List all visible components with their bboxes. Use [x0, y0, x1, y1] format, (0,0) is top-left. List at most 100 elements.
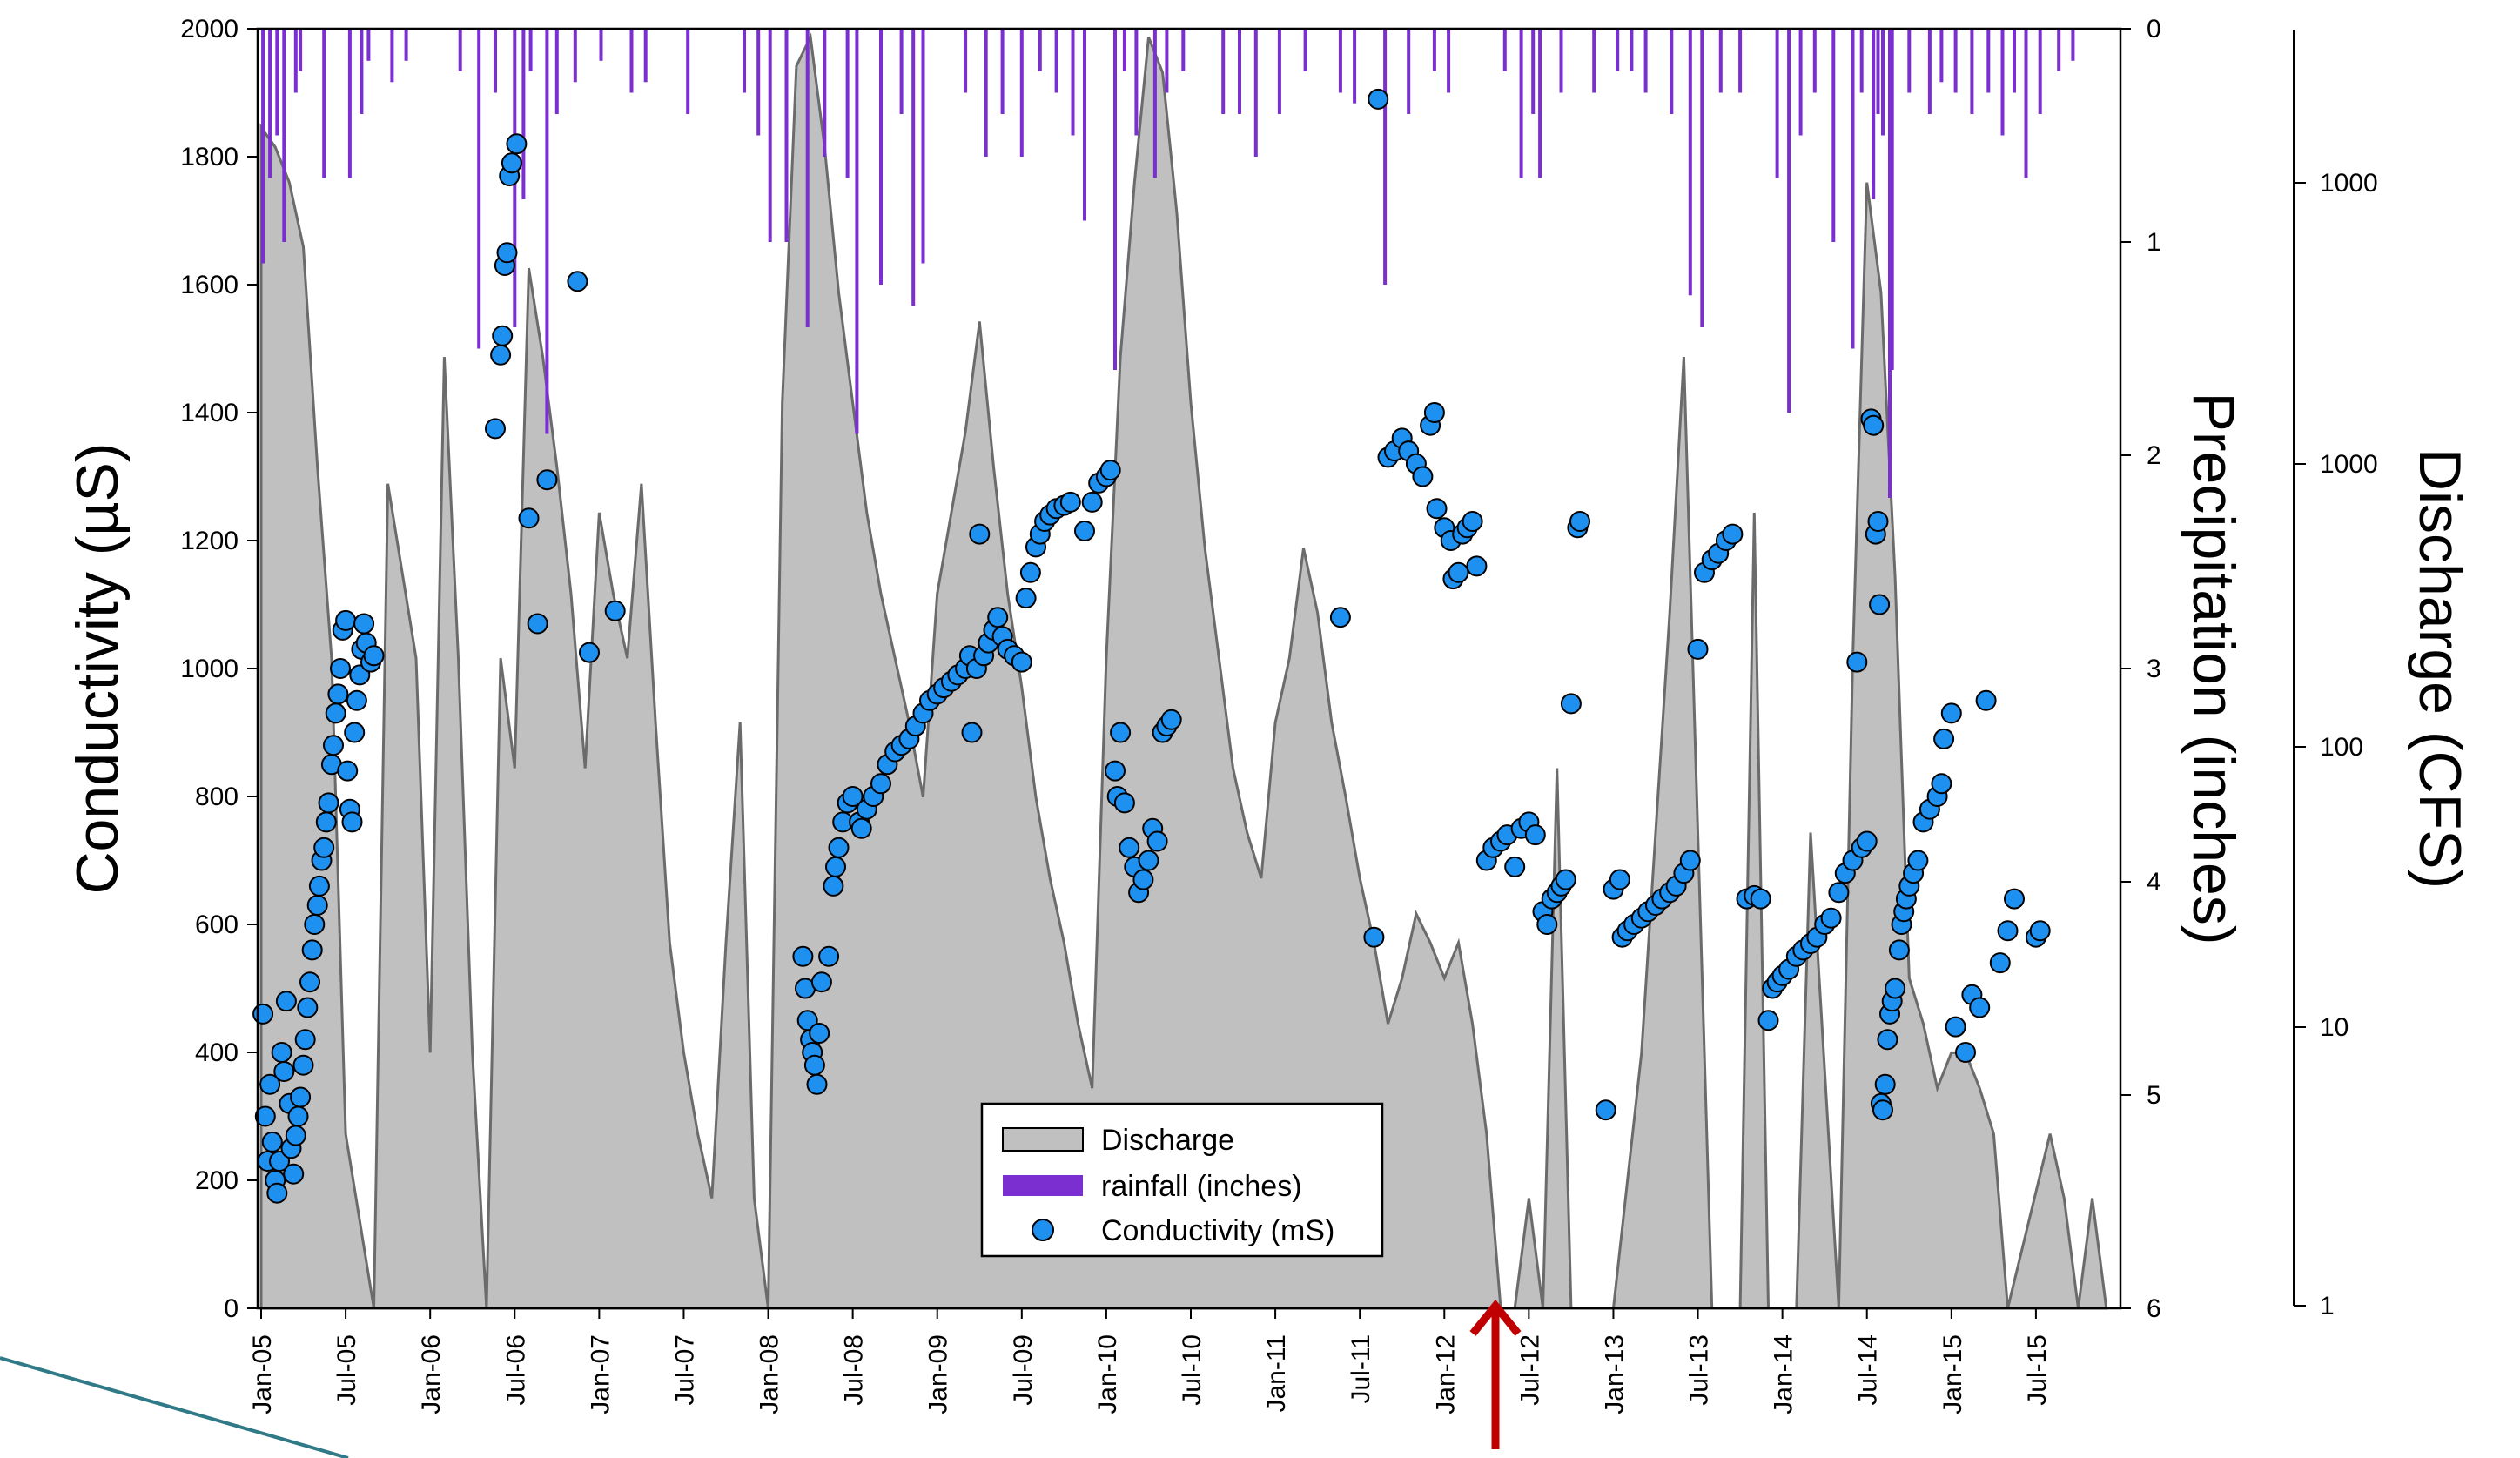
y-right-tick-label: 0 — [2147, 15, 2161, 44]
rainfall-bar — [1798, 29, 1803, 136]
conductivity-point — [969, 523, 991, 545]
conductivity-point — [261, 1131, 283, 1152]
rainfall-bar — [404, 29, 408, 61]
rainfall-bar — [1054, 29, 1058, 93]
conductivity-point — [1945, 1016, 1966, 1038]
rainfall-bar — [1071, 29, 1075, 136]
x-tick-label: Jul-13 — [1685, 1334, 1714, 1406]
legend-discharge-label: Discharge — [1101, 1124, 1234, 1157]
rainfall-bar — [756, 29, 761, 136]
rainfall-bar — [1700, 29, 1704, 327]
conductivity-point — [818, 945, 840, 967]
rainfall-bar — [768, 29, 772, 242]
conductivity-point — [363, 645, 385, 667]
rainfall-bar — [845, 29, 850, 178]
conductivity-point — [506, 133, 528, 155]
rainfall-bar — [1432, 29, 1436, 71]
conductivity-point — [275, 991, 297, 1012]
rainfall-bar — [1939, 29, 1944, 83]
conductivity-point — [346, 689, 367, 711]
rainfall-bar — [1718, 29, 1723, 93]
legend-rainfall-swatch — [1003, 1175, 1083, 1196]
x-tick-label: Jan-10 — [1093, 1334, 1122, 1414]
conductivity-point — [1997, 920, 2019, 942]
rainfall-bar — [823, 29, 827, 157]
x-axis: Jan-05 Jul-05 Jan-06 Jul-06 Jan-07 Jul-07 Jan-… — [248, 1308, 2052, 1414]
rainfall-bar — [1407, 29, 1411, 114]
rainfall-bar — [1165, 29, 1169, 93]
rainfall-bar — [494, 29, 497, 93]
y-left-tick-label: 400 — [195, 1038, 239, 1067]
rainfall-bar — [1953, 29, 1958, 93]
conductivity-point — [273, 1061, 295, 1082]
conductivity-point — [1448, 561, 1469, 583]
conductivity-point — [987, 607, 1009, 628]
rainfall-bar — [2013, 29, 2016, 93]
rainfall-bar — [1181, 29, 1186, 71]
rainfall-bar — [1000, 29, 1005, 114]
conductivity-series — [252, 88, 2051, 1204]
legend: Discharge rainfall (inches) Conductivity… — [980, 1102, 1384, 1258]
conductivity-point — [254, 1105, 276, 1127]
x-tick-label: Jul-14 — [1854, 1334, 1883, 1406]
rainfall-bar — [1812, 29, 1817, 93]
conductivity-point — [1869, 594, 1891, 615]
rainfall-bar — [299, 29, 303, 71]
y-right-tick-label: 3 — [2147, 655, 2161, 683]
rainfall-bar — [554, 29, 559, 114]
rainfall-bar — [784, 29, 789, 242]
conductivity-point — [1846, 651, 1868, 673]
conductivity-point — [810, 971, 832, 993]
conductivity-point — [266, 1182, 288, 1204]
rainfall-bar — [1559, 29, 1563, 93]
rainfall-bar — [528, 29, 533, 71]
x-tick-label: Jan-14 — [1770, 1334, 1798, 1414]
rainfall-bar — [1447, 29, 1451, 93]
rainfall-bar — [1907, 29, 1912, 93]
rainfall-bar — [2038, 29, 2042, 114]
rainfall-bar — [1890, 29, 1894, 370]
conductivity-point — [335, 609, 357, 631]
y-far-right-axis-title: Discharge (CFS) — [2407, 448, 2473, 889]
rainfall-bar — [322, 29, 326, 178]
rainfall-bar — [1643, 29, 1648, 93]
conductivity-point — [492, 325, 514, 346]
conductivity-point — [1462, 511, 1483, 532]
rainfall-bar — [1383, 29, 1388, 285]
rainfall-bar — [879, 29, 883, 285]
conductivity-point — [1609, 869, 1630, 890]
x-tick-label: Jul-10 — [1178, 1334, 1206, 1406]
rainfall-bar — [1019, 29, 1024, 157]
rainfall-bar — [1630, 29, 1634, 71]
conductivity-point — [792, 945, 814, 967]
conductivity-point — [1560, 693, 1582, 715]
conductivity-point — [315, 811, 337, 833]
conductivity-point — [1975, 689, 1997, 711]
rainfall-bar — [268, 29, 272, 178]
y-left-tick-label: 600 — [195, 910, 239, 939]
rainfall-bar — [1881, 29, 1885, 136]
conductivity-point — [1969, 997, 1991, 1018]
conductivity-point — [271, 1042, 292, 1063]
rainfall-bar — [360, 29, 364, 114]
rainfall-bar — [1122, 29, 1126, 71]
y-right-tick-label: 1 — [2147, 228, 2161, 257]
conductivity-point — [1426, 498, 1448, 520]
rainfall-bar — [1038, 29, 1042, 71]
conductivity-point — [579, 642, 600, 663]
rainfall-bar — [275, 29, 279, 136]
decorative-teal-line — [0, 1356, 349, 1458]
x-tick-label: Jan-07 — [586, 1334, 615, 1414]
conductivity-point — [1466, 555, 1488, 577]
conductivity-point — [259, 1073, 281, 1095]
conductivity-point — [252, 1003, 274, 1025]
conductivity-point — [308, 875, 330, 897]
conductivity-point — [490, 344, 512, 366]
rainfall-bar — [686, 29, 690, 114]
y-left-tick-label: 2000 — [180, 15, 239, 44]
rainfall-bar — [1531, 29, 1536, 114]
conductivity-point — [809, 1023, 830, 1044]
rainfall-bar — [366, 29, 371, 61]
conductivity-point — [527, 613, 548, 635]
